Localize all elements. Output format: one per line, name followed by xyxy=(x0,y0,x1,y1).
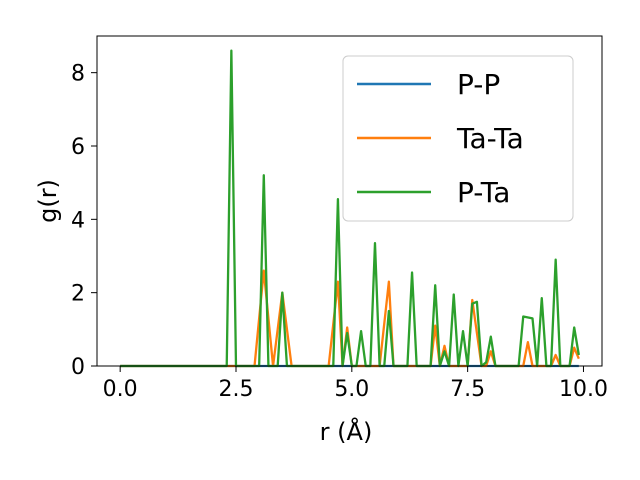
y-tick-label: 2 xyxy=(71,282,85,307)
legend: P-P Ta-Ta P-Ta xyxy=(342,55,574,222)
y-tick-label: 6 xyxy=(71,135,85,160)
x-tick-label: 7.5 xyxy=(450,377,485,402)
legend-label-p-ta: P-Ta xyxy=(457,176,510,209)
x-tick-label: 5.0 xyxy=(334,377,369,402)
y-tick-label: 0 xyxy=(71,355,85,380)
plot-frame xyxy=(96,35,603,367)
y-tick-label: 4 xyxy=(71,208,85,233)
x-tick-label: 0.0 xyxy=(103,377,138,402)
plot-area xyxy=(96,35,603,368)
x-tick-label: 2.5 xyxy=(218,377,253,402)
legend-label-ta-ta: Ta-Ta xyxy=(456,122,524,155)
legend-box xyxy=(342,55,574,222)
y-axis-label: g(r) xyxy=(34,179,62,223)
y-axis: 0 2 4 6 8 xyxy=(71,62,97,380)
x-axis-label: r (Å) xyxy=(320,417,373,446)
x-axis: 0.0 2.5 5.0 7.5 10.0 xyxy=(103,366,608,402)
y-tick-label: 8 xyxy=(71,62,85,87)
x-tick-label: 10.0 xyxy=(559,377,608,402)
legend-label-p-p: P-P xyxy=(457,68,500,101)
